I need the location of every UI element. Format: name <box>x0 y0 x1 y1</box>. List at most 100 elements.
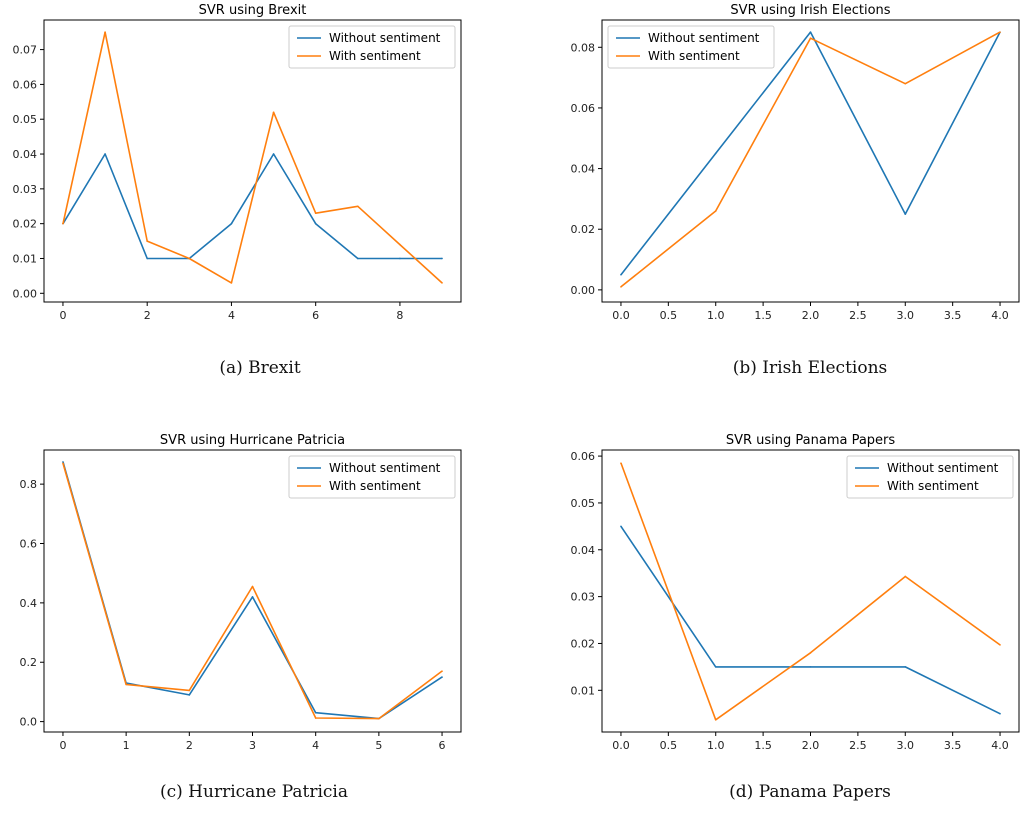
caption-d: (d) Panama Papers <box>729 782 891 802</box>
chart-svg-hurricane-patricia: SVR using Hurricane Patricia 0 1 2 3 4 5 6 0.0 0.… <box>20 433 462 752</box>
data-point <box>188 689 191 692</box>
data-point <box>620 286 622 288</box>
y-tick-label: 0.06 <box>571 450 596 463</box>
data-point <box>188 694 191 696</box>
y-tick-label: 0.01 <box>13 252 38 265</box>
y-tick-label: 0.06 <box>571 102 596 115</box>
x-tick-label: 2.0 <box>802 739 820 752</box>
data-point <box>620 525 622 528</box>
data-point <box>714 152 717 155</box>
y-tick-label: 0.03 <box>13 183 38 196</box>
x-tick-label: 2 <box>144 309 151 322</box>
data-point <box>399 243 401 246</box>
series-line-without-sentiment <box>62 461 443 720</box>
data-point <box>904 666 907 668</box>
x-tick-label: 4.0 <box>991 739 1009 752</box>
chart-panel-b: SVR using Irish Elections 0.0 0.5 1.0 1.5 2.0… <box>518 0 1035 330</box>
series-line-with-sentiment <box>620 462 1001 721</box>
data-point <box>809 31 812 33</box>
data-point <box>399 257 401 260</box>
plot-frame <box>43 449 462 733</box>
y-tick-label: 0.04 <box>571 544 596 557</box>
x-tick-label: 0 <box>59 309 66 322</box>
x-tick-label: 4.0 <box>991 309 1009 322</box>
y-tick-label: 0.02 <box>571 223 596 236</box>
x-tick-label: 0.0 <box>612 309 630 322</box>
x-tick-label: 3.0 <box>897 739 915 752</box>
legend: Without sentiment With sentiment <box>846 455 1014 499</box>
data-point <box>441 282 443 284</box>
data-point <box>999 644 1001 646</box>
data-point <box>146 240 148 242</box>
legend: Without sentiment With sentiment <box>288 455 456 499</box>
caption-c: (c) Hurricane Patricia <box>159 782 349 802</box>
x-tick-label: 0.0 <box>612 739 630 752</box>
x-tick-label: 1.5 <box>754 739 772 752</box>
x-tick-label: 2.5 <box>849 739 867 752</box>
data-point <box>251 585 254 588</box>
x-tick-label: 5 <box>375 739 382 752</box>
legend-label: With sentiment <box>648 49 740 63</box>
data-point <box>272 111 275 114</box>
legend-label: Without sentiment <box>329 31 441 45</box>
data-point <box>62 461 64 463</box>
chart-title: SVR using Panama Papers <box>726 433 896 448</box>
data-point <box>714 210 717 212</box>
legend-label: With sentiment <box>887 479 979 493</box>
legend-box <box>288 25 456 69</box>
x-tick-label: 1.0 <box>707 309 725 322</box>
legend-label: With sentiment <box>329 49 421 63</box>
data-point <box>714 666 717 668</box>
x-tick-label: 0 <box>59 739 66 752</box>
data-point <box>378 717 380 720</box>
x-tick-label: 1.5 <box>754 309 772 322</box>
data-point <box>999 31 1001 33</box>
data-point <box>146 257 148 260</box>
plot-frame <box>601 449 1020 733</box>
series-line-with-sentiment <box>620 31 1001 288</box>
legend: Without sentiment With sentiment <box>288 25 456 69</box>
plot-frame <box>601 19 1020 303</box>
data-point <box>904 575 907 578</box>
series-line-without-sentiment <box>620 525 1001 715</box>
y-tick-label: 0.00 <box>571 284 596 297</box>
y-tick-label: 0.0 <box>20 716 38 729</box>
chart-svg-panama-papers: SVR using Panama Papers 0.0 0.5 1.0 1.5 2.0 2.… <box>571 433 1020 752</box>
x-tick-label: 0.5 <box>660 309 678 322</box>
legend-box <box>846 455 1014 499</box>
x-tick-label: 3.5 <box>944 739 962 752</box>
y-tick-label: 0.2 <box>20 656 38 669</box>
y-tick-label: 0.02 <box>13 218 38 231</box>
chart-title: SVR using Brexit <box>199 3 307 18</box>
y-tick-label: 0.4 <box>20 597 38 610</box>
data-point <box>104 31 106 33</box>
data-point <box>620 273 622 276</box>
data-point <box>904 213 907 215</box>
x-tick-label: 3 <box>249 739 256 752</box>
x-tick-label: 4 <box>228 309 235 322</box>
data-point <box>809 652 812 654</box>
y-tick-label: 0.06 <box>13 78 38 91</box>
y-tick-label: 0.8 <box>20 478 38 491</box>
y-tick-label: 0.04 <box>13 148 38 161</box>
data-point <box>999 712 1001 715</box>
y-tick-label: 0.02 <box>571 637 596 650</box>
data-point <box>104 153 106 155</box>
y-tick-label: 0.07 <box>13 44 38 57</box>
x-tick-label: 1.0 <box>707 739 725 752</box>
data-point <box>188 257 191 260</box>
x-tick-label: 6 <box>312 309 319 322</box>
legend-label: Without sentiment <box>329 461 441 475</box>
data-point <box>620 462 622 464</box>
y-tick-label: 0.01 <box>571 684 596 697</box>
data-point <box>314 212 317 215</box>
y-tick-label: 0.00 <box>13 287 38 300</box>
y-tick-label: 0.08 <box>571 41 596 54</box>
data-point <box>441 257 443 260</box>
legend: Without sentiment With sentiment <box>607 25 775 69</box>
chart-svg-irish-elections: SVR using Irish Elections 0.0 0.5 1.0 1.5 2.0… <box>571 3 1020 322</box>
chart-panel-d: SVR using Panama Papers 0.0 0.5 1.0 1.5 2.0 2.… <box>518 430 1035 760</box>
data-point <box>251 596 254 598</box>
x-tick-label: 0.5 <box>660 739 678 752</box>
chart-svg-brexit: SVR using Brexit 0 2 4 6 8 0.00 0.01 0.02 0.03 0.0… <box>13 3 462 322</box>
